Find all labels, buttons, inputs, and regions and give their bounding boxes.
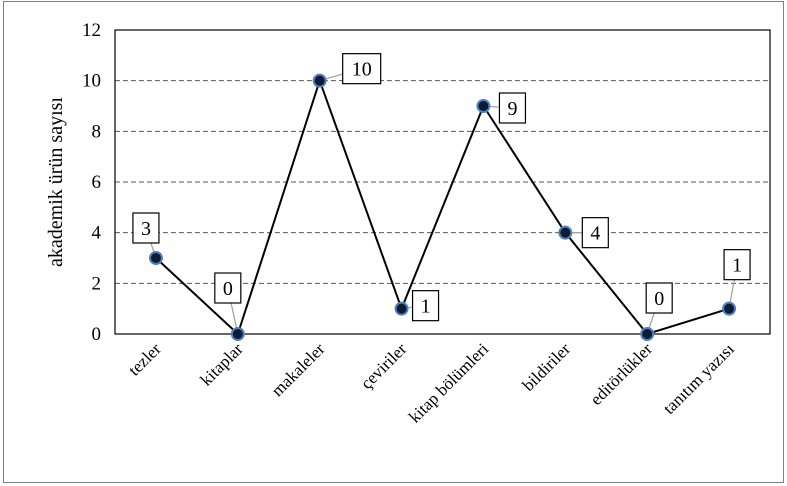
- data-label: 10: [352, 59, 372, 81]
- plot-area: [114, 29, 771, 335]
- data-markers: [148, 73, 737, 341]
- data-point: [230, 327, 245, 341]
- y-tick-label: 12: [82, 20, 101, 41]
- data-label-box: [411, 290, 440, 322]
- data-point: [394, 301, 409, 316]
- data-label-box: [581, 217, 609, 249]
- data-label: 1: [732, 255, 742, 277]
- data-label: 0: [654, 288, 664, 310]
- data-label-box: [132, 212, 160, 244]
- series-line: [155, 77, 730, 336]
- data-label: 1: [421, 296, 431, 318]
- data-label: 0: [223, 278, 233, 300]
- data-label: 4: [590, 223, 600, 245]
- data-label-box: [645, 282, 673, 314]
- data-point: [722, 301, 737, 316]
- data-point: [558, 225, 573, 240]
- data-label-box: [498, 92, 527, 124]
- data-point: [476, 99, 491, 113]
- y-tick-label: 2: [92, 273, 102, 294]
- y-tick-label: 8: [92, 121, 102, 142]
- data-point: [148, 251, 163, 265]
- y-tick-label: 6: [92, 172, 102, 193]
- y-axis-ticks: 0 2 4 6 8 10 12: [82, 20, 102, 345]
- data-label-box: [342, 53, 382, 85]
- y-tick-label: 10: [82, 71, 101, 92]
- data-label-box: [723, 249, 751, 281]
- data-labels: 3 0 10 1 9 4 0 1: [132, 53, 751, 322]
- data-label: 3: [141, 218, 151, 240]
- data-point: [640, 327, 655, 341]
- data-point: [312, 73, 327, 88]
- data-label-box: [214, 272, 242, 304]
- y-tick-label: 4: [92, 223, 102, 244]
- y-axis-title: akademik ürün sayısı: [45, 97, 67, 267]
- y-tick-label: 0: [92, 324, 102, 345]
- data-label: 9: [507, 98, 517, 120]
